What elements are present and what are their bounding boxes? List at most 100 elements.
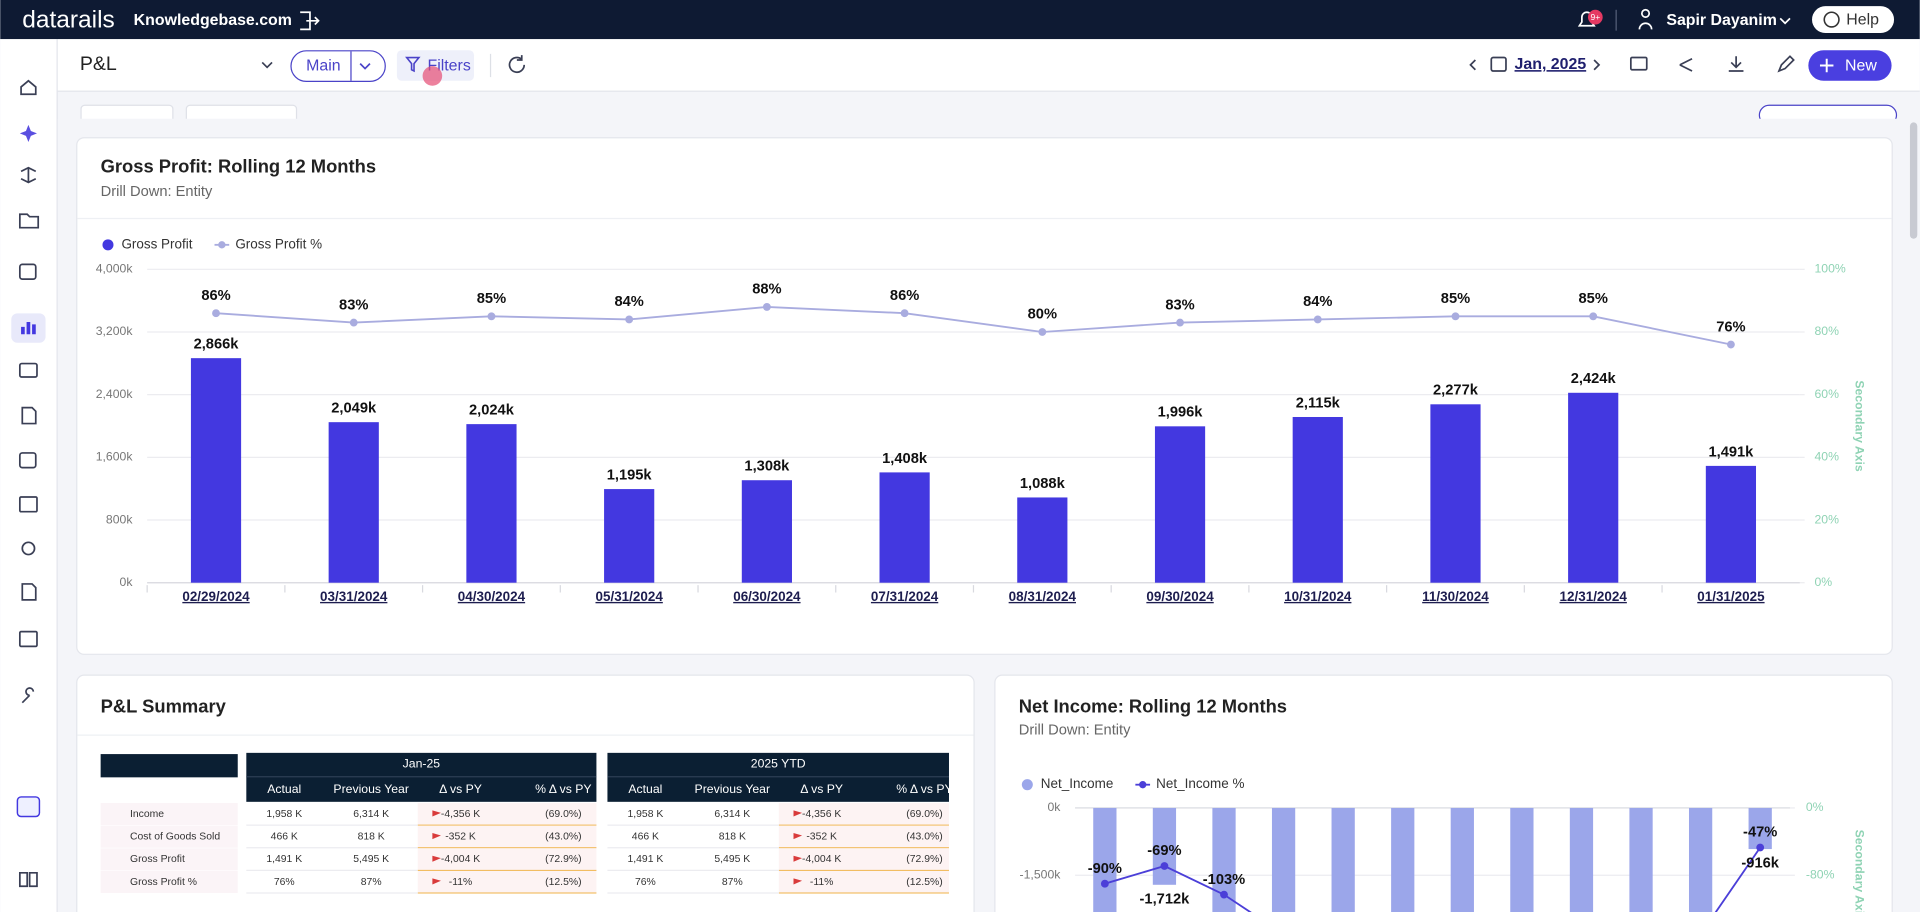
y-tick-label: 800k — [106, 512, 133, 526]
home-icon[interactable] — [20, 79, 37, 96]
data-label: -916k — [1741, 856, 1779, 872]
table-cell: 6,314 K — [714, 809, 750, 820]
edit-icon[interactable] — [1777, 55, 1795, 73]
bar — [1748, 807, 1772, 850]
download-icon[interactable] — [1728, 56, 1744, 72]
ai-icon[interactable] — [19, 124, 37, 143]
table-cell: (12.5%) — [906, 877, 942, 888]
user-chevron[interactable] — [1779, 17, 1791, 25]
data-label: 1,195k — [607, 467, 653, 483]
table-cell: (12.5%) — [545, 877, 581, 888]
flow-icon[interactable] — [20, 166, 37, 184]
bar — [1093, 807, 1117, 912]
legend-marker — [1139, 781, 1147, 789]
data-label: 76% — [1716, 319, 1745, 335]
bar — [1705, 465, 1757, 583]
table-cell: (72.9%) — [545, 854, 581, 865]
delta-bg — [778, 825, 949, 848]
bar — [190, 358, 242, 583]
flag-icon — [793, 833, 803, 840]
period-label[interactable]: Jan, 2025 — [1515, 56, 1587, 73]
workspace-name[interactable]: Knowledgebase.com — [134, 12, 292, 29]
chart-subtitle: Drill Down: Entity — [1019, 723, 1131, 739]
next-period[interactable] — [1593, 59, 1601, 71]
line-point — [1756, 843, 1765, 852]
bar — [1568, 392, 1619, 583]
column-header: Previous Year — [695, 782, 770, 796]
book-icon[interactable] — [18, 871, 38, 888]
line-point — [625, 315, 634, 324]
monitor-icon[interactable] — [18, 362, 38, 378]
gear-icon[interactable] — [21, 541, 36, 556]
present-icon[interactable] — [1629, 56, 1648, 71]
x-tick-label: 04/30/2024 — [458, 589, 526, 604]
new-button[interactable] — [1808, 50, 1892, 81]
grid-icon[interactable] — [18, 630, 38, 648]
key-icon[interactable] — [21, 687, 35, 704]
dashboard-icon[interactable] — [21, 321, 36, 335]
bar — [466, 424, 517, 583]
bar — [328, 422, 379, 583]
settings-report-icon[interactable] — [18, 452, 37, 469]
bar — [741, 480, 792, 583]
data-label: 2,115k — [1296, 395, 1341, 411]
y2-tick-label: 60% — [1814, 387, 1839, 401]
logo[interactable]: datarails — [22, 6, 115, 33]
folder-icon[interactable] — [18, 213, 40, 229]
calendar-icon[interactable] — [1490, 56, 1507, 72]
view-chevron[interactable] — [359, 63, 371, 70]
line-point — [1589, 312, 1598, 321]
help-label[interactable]: Help — [1846, 11, 1879, 28]
table-cell: -352 K — [445, 831, 476, 842]
new-label[interactable]: New — [1845, 57, 1877, 74]
doc-icon[interactable] — [21, 406, 37, 425]
user-name[interactable]: Sapir Dayanim — [1666, 12, 1777, 29]
page-title[interactable]: P&L — [80, 53, 117, 75]
share-icon[interactable] — [1679, 57, 1693, 72]
refresh-icon[interactable] — [508, 55, 526, 74]
flag-icon — [432, 878, 441, 885]
bar — [1152, 807, 1177, 885]
table-title: P&L Summary — [101, 695, 227, 716]
table-cell: -11% — [810, 877, 834, 888]
data-label: 2,277k — [1433, 383, 1479, 399]
bar — [1510, 807, 1534, 912]
column-header: Previous Year — [333, 782, 409, 796]
legend-marker — [102, 239, 114, 251]
y-tick-label: -1,500k — [1020, 868, 1062, 882]
table-cell: 466 K — [632, 831, 659, 842]
chat-icon[interactable] — [16, 796, 41, 818]
x-tick-label: 09/30/2024 — [1146, 589, 1214, 604]
x-tick-label: 10/31/2024 — [1284, 589, 1352, 604]
flag-icon — [432, 810, 441, 817]
bar — [1017, 497, 1068, 583]
table-cell: 76% — [274, 877, 295, 888]
view-selector[interactable] — [290, 50, 386, 83]
table-cell: 818 K — [719, 831, 746, 842]
table-cell: 5,495 K — [714, 854, 750, 865]
table-cell: (43.0%) — [906, 831, 942, 842]
data-label: -47% — [1743, 825, 1777, 841]
line — [1104, 846, 1761, 912]
y2-axis-label: Secondary Axis — [1852, 830, 1866, 912]
view-label[interactable]: Main — [306, 57, 340, 74]
column-header: % Δ vs PY — [535, 782, 591, 796]
table-icon[interactable] — [18, 496, 38, 513]
data-label: 1,088k — [1020, 476, 1066, 492]
y2-axis-label: Secondary Axis — [1852, 380, 1866, 472]
file-icon[interactable] — [21, 583, 37, 601]
user-icon[interactable] — [1638, 8, 1653, 30]
cursor-highlight — [422, 66, 443, 86]
y-tick-label: 3,200k — [96, 324, 134, 338]
line-point — [1100, 879, 1109, 888]
y-tick-label: 0k — [120, 575, 134, 589]
table-cell: 1,958 K — [266, 809, 302, 820]
flag-icon — [793, 855, 803, 862]
prev-period[interactable] — [1469, 59, 1476, 71]
report-icon[interactable] — [18, 263, 37, 280]
logout-icon[interactable] — [300, 11, 320, 31]
page-chevron[interactable] — [261, 61, 273, 69]
data-label: 86% — [890, 288, 919, 304]
data-label: 86% — [201, 288, 230, 304]
